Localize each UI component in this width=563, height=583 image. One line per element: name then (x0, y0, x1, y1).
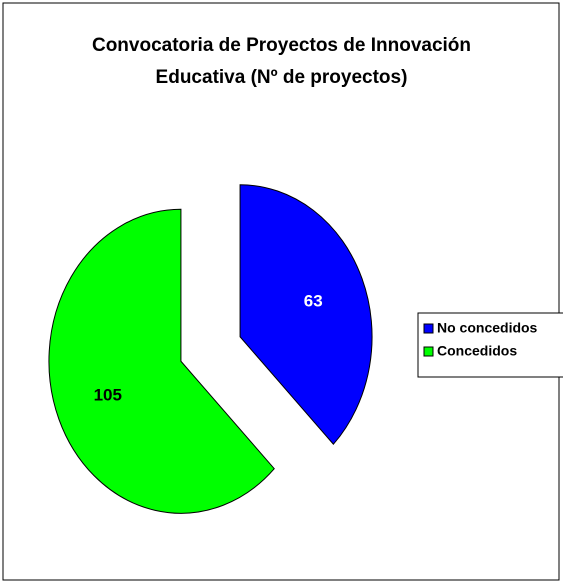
chart-title: Convocatoria de Proyectos de Innovación … (91, 35, 472, 88)
pie-slice (239, 184, 373, 445)
legend-label: Concedidos (437, 343, 517, 359)
legend-label: No concedidos (437, 320, 538, 336)
pie-slice (48, 208, 275, 514)
legend-swatch (423, 346, 434, 357)
data-label: 63 (304, 291, 323, 310)
data-label: 105 (94, 386, 122, 405)
legend-box (417, 312, 563, 378)
legend-swatch (423, 323, 434, 334)
